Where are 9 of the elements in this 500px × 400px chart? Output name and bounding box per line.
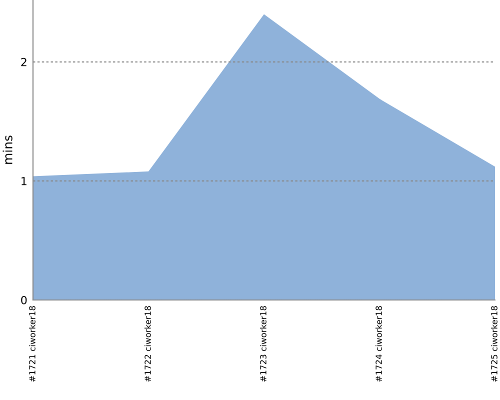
x-tick-label: #1723 ciworker18 — [260, 306, 266, 382]
x-tick-label: #1721 ciworker18 — [28, 306, 36, 382]
y-axis-title: mins — [2, 136, 12, 164]
x-tick-label: #1725 ciworker18 — [490, 306, 498, 382]
y-tick-label: 2 — [21, 58, 26, 66]
y-tick-label: 1 — [22, 177, 26, 186]
x-tick-label: #1722 ciworker18 — [144, 306, 151, 382]
y-tick-label: 0 — [21, 296, 27, 304]
x-tick-label: #1724 ciworker18 — [375, 306, 382, 382]
